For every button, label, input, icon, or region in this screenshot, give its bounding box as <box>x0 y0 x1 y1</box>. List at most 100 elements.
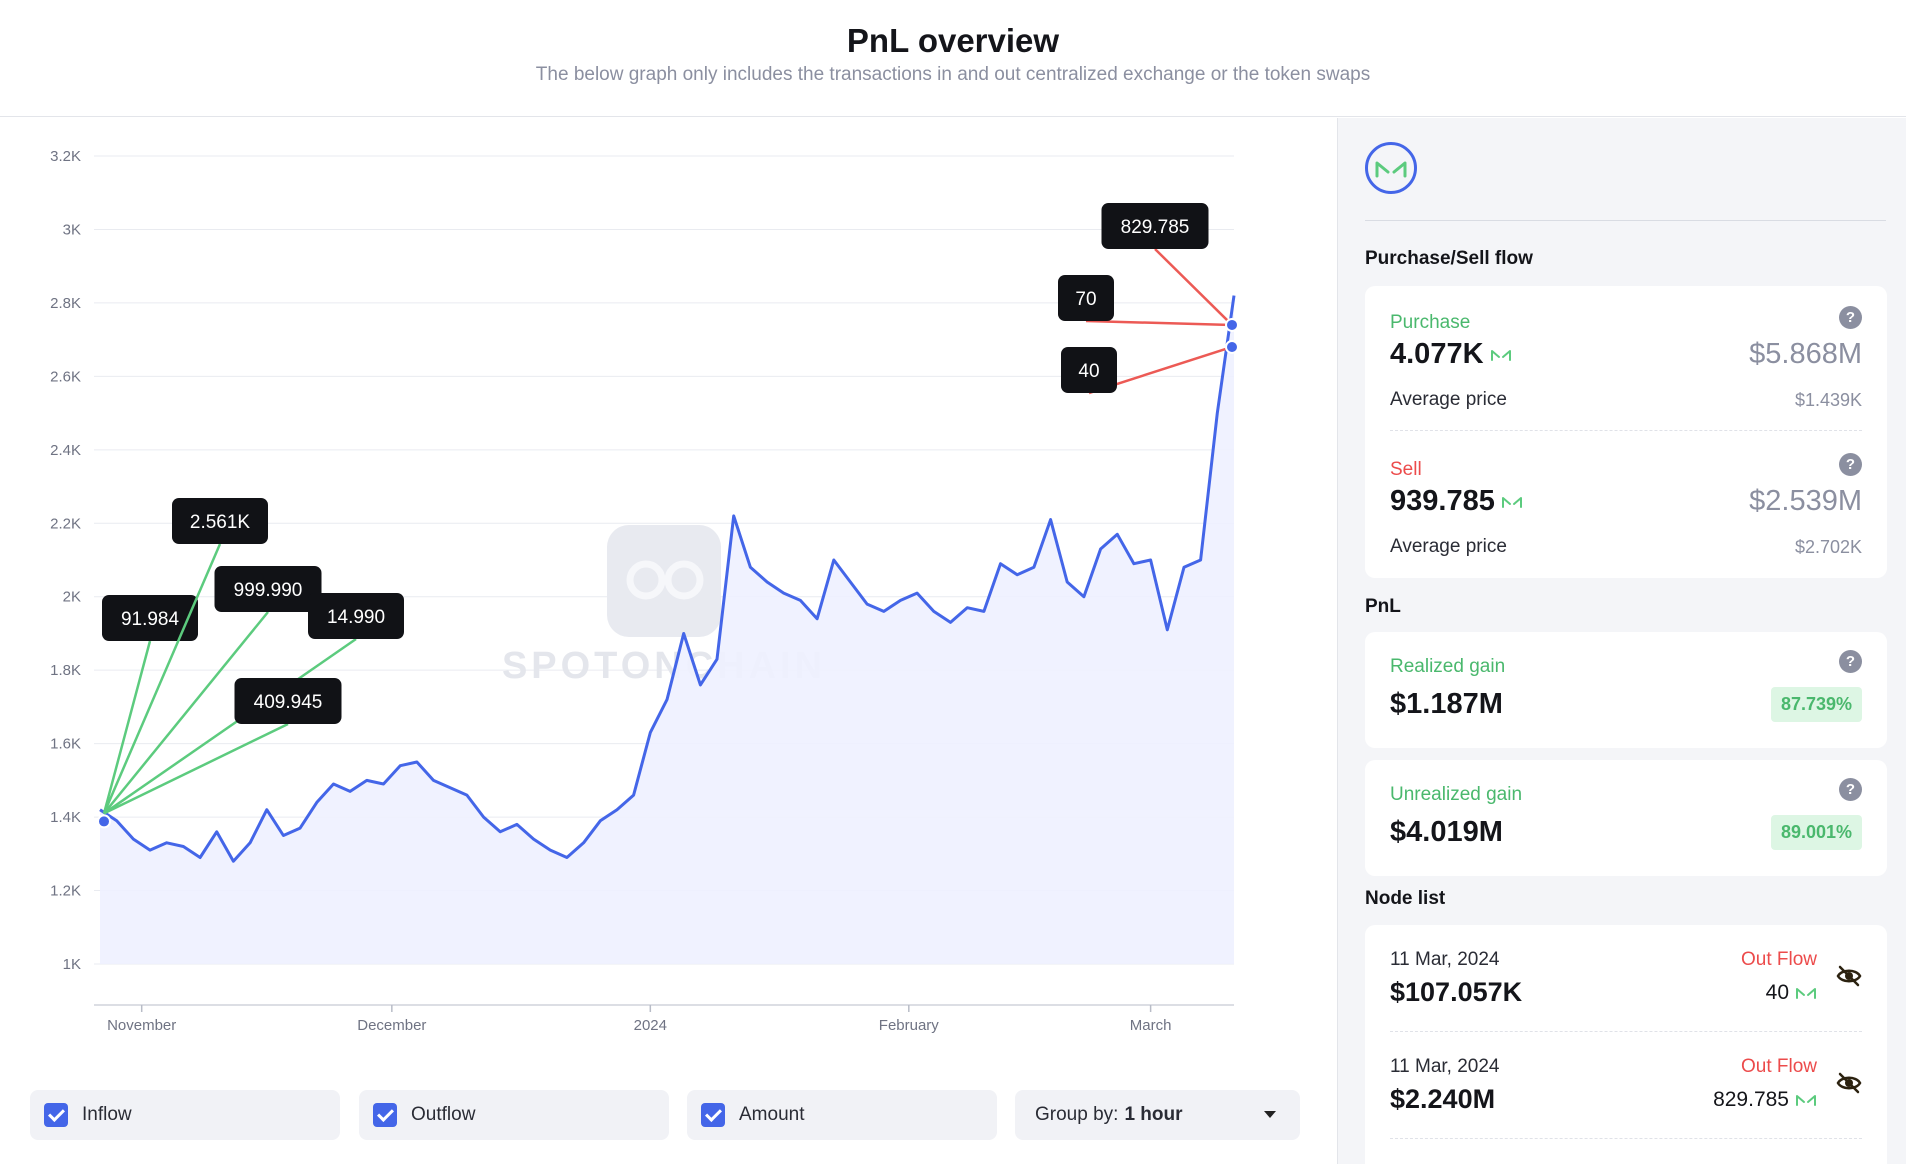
x-tick-label: 2024 <box>634 1017 667 1034</box>
group-by-label: Group by: <box>1035 1104 1119 1125</box>
realized-gain-value: $1.187M <box>1390 688 1503 720</box>
outflow-callout-text: 40 <box>1078 361 1099 382</box>
sell-amount-value: 939.785 <box>1390 485 1495 517</box>
inflow-callout-text: 2.561K <box>190 512 251 533</box>
inflow-label: Inflow <box>82 1104 132 1125</box>
inflow-callout-text: 14.990 <box>327 607 385 628</box>
inflow-callout: 2.561K <box>102 498 268 814</box>
chart-area: 1K 1.2K 1.4K 1.6K 1.8K 2K 2.2K 2.4K 2.6K 2.8K 3K 3.… <box>0 118 1336 1164</box>
inflow-callout-leader <box>103 637 357 815</box>
purchase-amount: 4.077K <box>1390 338 1512 371</box>
mkr-token-icon <box>1501 497 1522 509</box>
outflow-callout-text: 829.785 <box>1121 217 1190 238</box>
inflow-marker <box>97 814 111 829</box>
sell-avg-price: $2.702K <box>1794 537 1862 557</box>
sidebar: Purchase/Sell flow Purchase ? 4.077K $5.… <box>1337 118 1906 1164</box>
outflow-callout-box <box>1101 203 1209 249</box>
outflow-callout: 829.785 <box>1101 203 1233 326</box>
outflow-marker <box>1225 317 1239 332</box>
maker-logo-icon <box>1365 142 1417 194</box>
inflow-callout-box <box>172 498 268 544</box>
pnl-chart[interactable]: 1K 1.2K 1.4K 1.6K 1.8K 2K 2.2K 2.4K 2.6K 2.8K 3K 3.… <box>0 118 1336 1058</box>
y-tick-label: 2.8K <box>50 295 81 312</box>
help-icon[interactable]: ? <box>1839 306 1862 329</box>
x-tick-label: December <box>357 1017 426 1034</box>
inflow-callout-leader <box>103 722 289 815</box>
y-tick-label: 1K <box>63 956 81 973</box>
list-item[interactable]: 11 Mar, 2024 Out Flow $107.057K 40 <box>1365 925 1887 1031</box>
mkr-token-icon <box>1796 1095 1816 1107</box>
checkbox-icon[interactable] <box>373 1103 397 1127</box>
purchase-avg-price: $1.439K <box>1794 390 1862 410</box>
purchase-usd: $5.868M <box>1749 338 1862 370</box>
y-tick-label: 1.8K <box>50 662 81 679</box>
purchase-amount-value: 4.077K <box>1390 338 1484 370</box>
node-usd: $107.057K <box>1390 977 1523 1007</box>
node-date: 11 Mar, 2024 <box>1390 1056 1500 1077</box>
outflow-callout: 70 <box>1058 275 1233 327</box>
outflow-marker <box>1225 339 1239 354</box>
unrealized-gain-value: $4.019M <box>1390 816 1503 848</box>
outflow-callout-leader <box>1085 319 1233 327</box>
y-tick-label: 1.2K <box>50 883 81 900</box>
outflow-label: Outflow <box>411 1104 476 1125</box>
outflow-callout: 40 <box>1061 345 1233 395</box>
pnl-title: PnL <box>1365 596 1401 617</box>
x-axis: November December 2024 February March <box>107 1005 1171 1034</box>
purchase-avg-label: Average price <box>1390 389 1507 410</box>
node-amount: 829.785 <box>1713 1088 1817 1112</box>
maker-logo-icon <box>1375 161 1407 178</box>
help-icon[interactable]: ? <box>1839 650 1862 673</box>
inflow-callout-leader <box>102 640 152 814</box>
eye-slash-icon[interactable] <box>1836 965 1862 987</box>
amount-toggle[interactable]: Amount <box>687 1090 997 1140</box>
realized-gain-card: Realized gain ? $1.187M 87.739% <box>1365 632 1887 748</box>
list-item[interactable]: 11 Mar, 2024 Out Flow $2.240M 829.785 <box>1365 1032 1887 1138</box>
unrealized-gain-card: Unrealized gain ? $4.019M 89.001% <box>1365 760 1887 876</box>
y-tick-label: 2.2K <box>50 515 81 532</box>
inflow-callout-text: 409.945 <box>254 692 323 713</box>
checkbox-icon[interactable] <box>701 1103 725 1127</box>
inflow-callout: 999.990 <box>103 566 322 815</box>
outflow-callout-leader <box>1154 248 1233 326</box>
purchase-sell-card: Purchase ? 4.077K $5.868M Average price … <box>1365 286 1887 578</box>
page-title: PnL overview <box>846 22 1060 59</box>
outflow-callout-box <box>1061 347 1117 393</box>
mkr-token-icon <box>1490 350 1511 362</box>
group-by-value: 1 hour <box>1124 1104 1183 1125</box>
inflow-callout-box <box>308 593 404 639</box>
chevron-down-icon <box>1264 1111 1276 1118</box>
node-amount-value: 40 <box>1765 981 1789 1004</box>
node-type: Out Flow <box>1740 1056 1817 1077</box>
help-icon[interactable]: ? <box>1839 778 1862 801</box>
node-type: Out Flow <box>1740 949 1817 970</box>
inflow-callout-text: 999.990 <box>234 580 303 601</box>
realized-gain-label: Realized gain <box>1390 656 1506 677</box>
y-tick-label: 2.6K <box>50 368 81 385</box>
inflow-callout-leader <box>103 611 269 815</box>
eye-slash-icon[interactable] <box>1836 1072 1862 1094</box>
divider <box>1390 1138 1862 1139</box>
inflow-callout: 91.984 <box>102 595 198 814</box>
outflow-toggle[interactable]: Outflow <box>359 1090 669 1140</box>
divider <box>1390 1031 1862 1032</box>
outflow-callout-text: 70 <box>1075 289 1096 310</box>
realized-gain-percent: 87.739% <box>1770 687 1862 722</box>
page-subtitle: The below graph only includes the transa… <box>535 64 1371 85</box>
checkbox-icon[interactable] <box>44 1103 68 1127</box>
inflow-callout-box <box>234 678 342 724</box>
sell-label: Sell <box>1390 459 1422 480</box>
divider <box>1365 220 1886 221</box>
amount-label: Amount <box>739 1104 805 1125</box>
inflow-callout: 409.945 <box>103 678 342 815</box>
group-by-select[interactable]: Group by: 1 hour <box>1015 1090 1300 1140</box>
help-icon[interactable]: ? <box>1839 453 1862 476</box>
inflow-callout-text: 91.984 <box>121 609 180 630</box>
x-tick-label: November <box>107 1017 176 1034</box>
x-tick-label: February <box>879 1017 940 1034</box>
chart-controls: Inflow Outflow Amount Group by: 1 hour <box>30 1090 1300 1140</box>
inflow-toggle[interactable]: Inflow <box>30 1090 340 1140</box>
y-tick-label: 1.6K <box>50 736 81 753</box>
unrealized-gain-label: Unrealized gain <box>1390 784 1523 805</box>
inflow-callout-leader <box>102 543 222 814</box>
